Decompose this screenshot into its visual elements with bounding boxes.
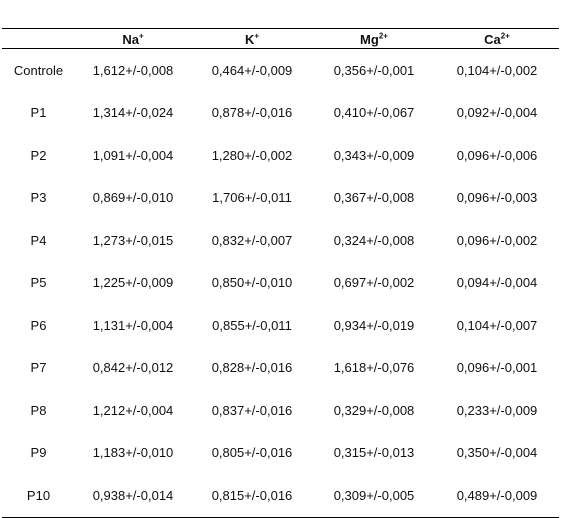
table-row: P8 1,212+/-0,004 0,837+/-0,016 0,329+/-0… <box>2 389 559 432</box>
table-body: Controle 1,612+/-0,008 0,464+/-0,009 0,3… <box>2 49 559 518</box>
cell-na: 1,314+/-0,024 <box>92 105 174 121</box>
cell-mg: 1,618+/-0,076 <box>333 360 415 376</box>
ion-concentration-table: Na+ K+ Mg2+ Ca2+ Controle 1,612+/-0,008 … <box>2 28 559 518</box>
row-label: P9 <box>30 445 47 461</box>
table-row: P10 0,938+/-0,014 0,815+/-0,016 0,309+/-… <box>2 474 559 518</box>
cell-ca: 0,094+/-0,004 <box>456 275 538 291</box>
table-row: P2 1,091+/-0,004 1,280+/-0,002 0,343+/-0… <box>2 134 559 177</box>
cell-ca: 0,233+/-0,009 <box>456 402 538 418</box>
table-row: P5 1,225+/-0,009 0,850+/-0,010 0,697+/-0… <box>2 262 559 305</box>
row-label: P6 <box>30 317 47 333</box>
cell-k: 1,706+/-0,011 <box>212 190 292 206</box>
table-row: P9 1,183+/-0,010 0,805+/-0,016 0,315+/-0… <box>2 432 559 475</box>
cell-k: 0,832+/-0,007 <box>211 232 293 248</box>
header-k-base: K <box>244 32 255 47</box>
cell-mg: 0,315+/-0,013 <box>333 445 415 461</box>
cell-k: 0,837+/-0,016 <box>211 402 293 418</box>
header-mg-charge: 2+ <box>378 31 388 41</box>
cell-k: 0,855+/-0,011 <box>212 317 292 333</box>
row-label: P8 <box>30 402 47 418</box>
table-row: P6 1,131+/-0,004 0,855+/-0,011 0,934+/-0… <box>2 304 559 347</box>
table-row: P7 0,842+/-0,012 0,828+/-0,016 1,618+/-0… <box>2 347 559 390</box>
table-row: P1 1,314+/-0,024 0,878+/-0,016 0,410+/-0… <box>2 92 559 135</box>
cell-na: 1,131+/-0,004 <box>92 317 174 333</box>
cell-k: 0,828+/-0,016 <box>211 360 293 376</box>
cell-ca: 0,092+/-0,004 <box>456 105 538 121</box>
header-cell-sample <box>2 28 75 49</box>
cell-na: 1,212+/-0,004 <box>92 402 174 418</box>
header-ca-base: Ca <box>484 32 501 47</box>
header-k-charge: + <box>254 31 260 41</box>
cell-mg: 0,367+/-0,008 <box>333 190 415 206</box>
cell-ca: 0,096+/-0,002 <box>456 232 538 248</box>
cell-mg: 0,329+/-0,008 <box>333 402 415 418</box>
header-na-base: Na <box>122 32 139 47</box>
cell-mg: 0,324+/-0,008 <box>333 232 415 248</box>
cell-k: 1,280+/-0,002 <box>211 147 293 163</box>
cell-na: 1,612+/-0,008 <box>92 62 174 78</box>
row-label: P4 <box>30 232 47 248</box>
cell-mg: 0,697+/-0,002 <box>333 275 415 291</box>
row-label: P3 <box>30 190 47 206</box>
table-header: Na+ K+ Mg2+ Ca2+ <box>2 28 559 49</box>
cell-na: 1,273+/-0,015 <box>92 232 174 248</box>
table-row: P4 1,273+/-0,015 0,832+/-0,007 0,324+/-0… <box>2 219 559 262</box>
header-cell-mg: Mg2+ <box>313 28 435 49</box>
cell-ca: 0,104+/-0,002 <box>456 62 538 78</box>
row-label: P1 <box>30 105 47 121</box>
cell-ca: 0,096+/-0,001 <box>456 360 538 376</box>
cell-mg: 0,356+/-0,001 <box>333 62 415 78</box>
row-label: P2 <box>30 147 47 163</box>
header-na-charge: + <box>138 31 144 41</box>
header-ca-charge: 2+ <box>500 31 510 41</box>
cell-k: 0,850+/-0,010 <box>211 275 293 291</box>
header-mg-base: Mg <box>360 32 379 47</box>
header-cell-na: Na+ <box>75 28 191 49</box>
header-cell-k: K+ <box>191 28 313 49</box>
cell-k: 0,878+/-0,016 <box>211 105 293 121</box>
cell-na: 1,225+/-0,009 <box>92 275 174 291</box>
cell-ca: 0,104+/-0,007 <box>456 317 538 333</box>
header-cell-ca: Ca2+ <box>435 28 559 49</box>
cell-na: 1,091+/-0,004 <box>92 147 174 163</box>
cell-k: 0,815+/-0,016 <box>191 474 313 518</box>
row-label: P7 <box>30 360 47 376</box>
table-row: Controle 1,612+/-0,008 0,464+/-0,009 0,3… <box>2 49 559 92</box>
cell-na: 1,183+/-0,010 <box>92 445 174 461</box>
cell-na: 0,842+/-0,012 <box>92 360 174 376</box>
cell-ca: 0,489+/-0,009 <box>435 474 559 518</box>
row-label: P10 <box>2 474 75 518</box>
cell-ca: 0,096+/-0,003 <box>456 190 538 206</box>
cell-k: 0,805+/-0,016 <box>211 445 293 461</box>
header-row: Na+ K+ Mg2+ Ca2+ <box>2 28 559 49</box>
cell-mg: 0,410+/-0,067 <box>333 105 415 121</box>
row-label: P5 <box>30 275 47 291</box>
cell-na: 0,938+/-0,014 <box>75 474 191 518</box>
cell-k: 0,464+/-0,009 <box>211 62 293 78</box>
cell-na: 0,869+/-0,010 <box>92 190 174 206</box>
cell-ca: 0,350+/-0,004 <box>456 445 538 461</box>
table-row: P3 0,869+/-0,010 1,706+/-0,011 0,367+/-0… <box>2 177 559 220</box>
cell-mg: 0,309+/-0,005 <box>313 474 435 518</box>
row-label: Controle <box>13 62 64 78</box>
cell-mg: 0,343+/-0,009 <box>333 147 415 163</box>
cell-ca: 0,096+/-0,006 <box>456 147 538 163</box>
cell-mg: 0,934+/-0,019 <box>333 317 415 333</box>
